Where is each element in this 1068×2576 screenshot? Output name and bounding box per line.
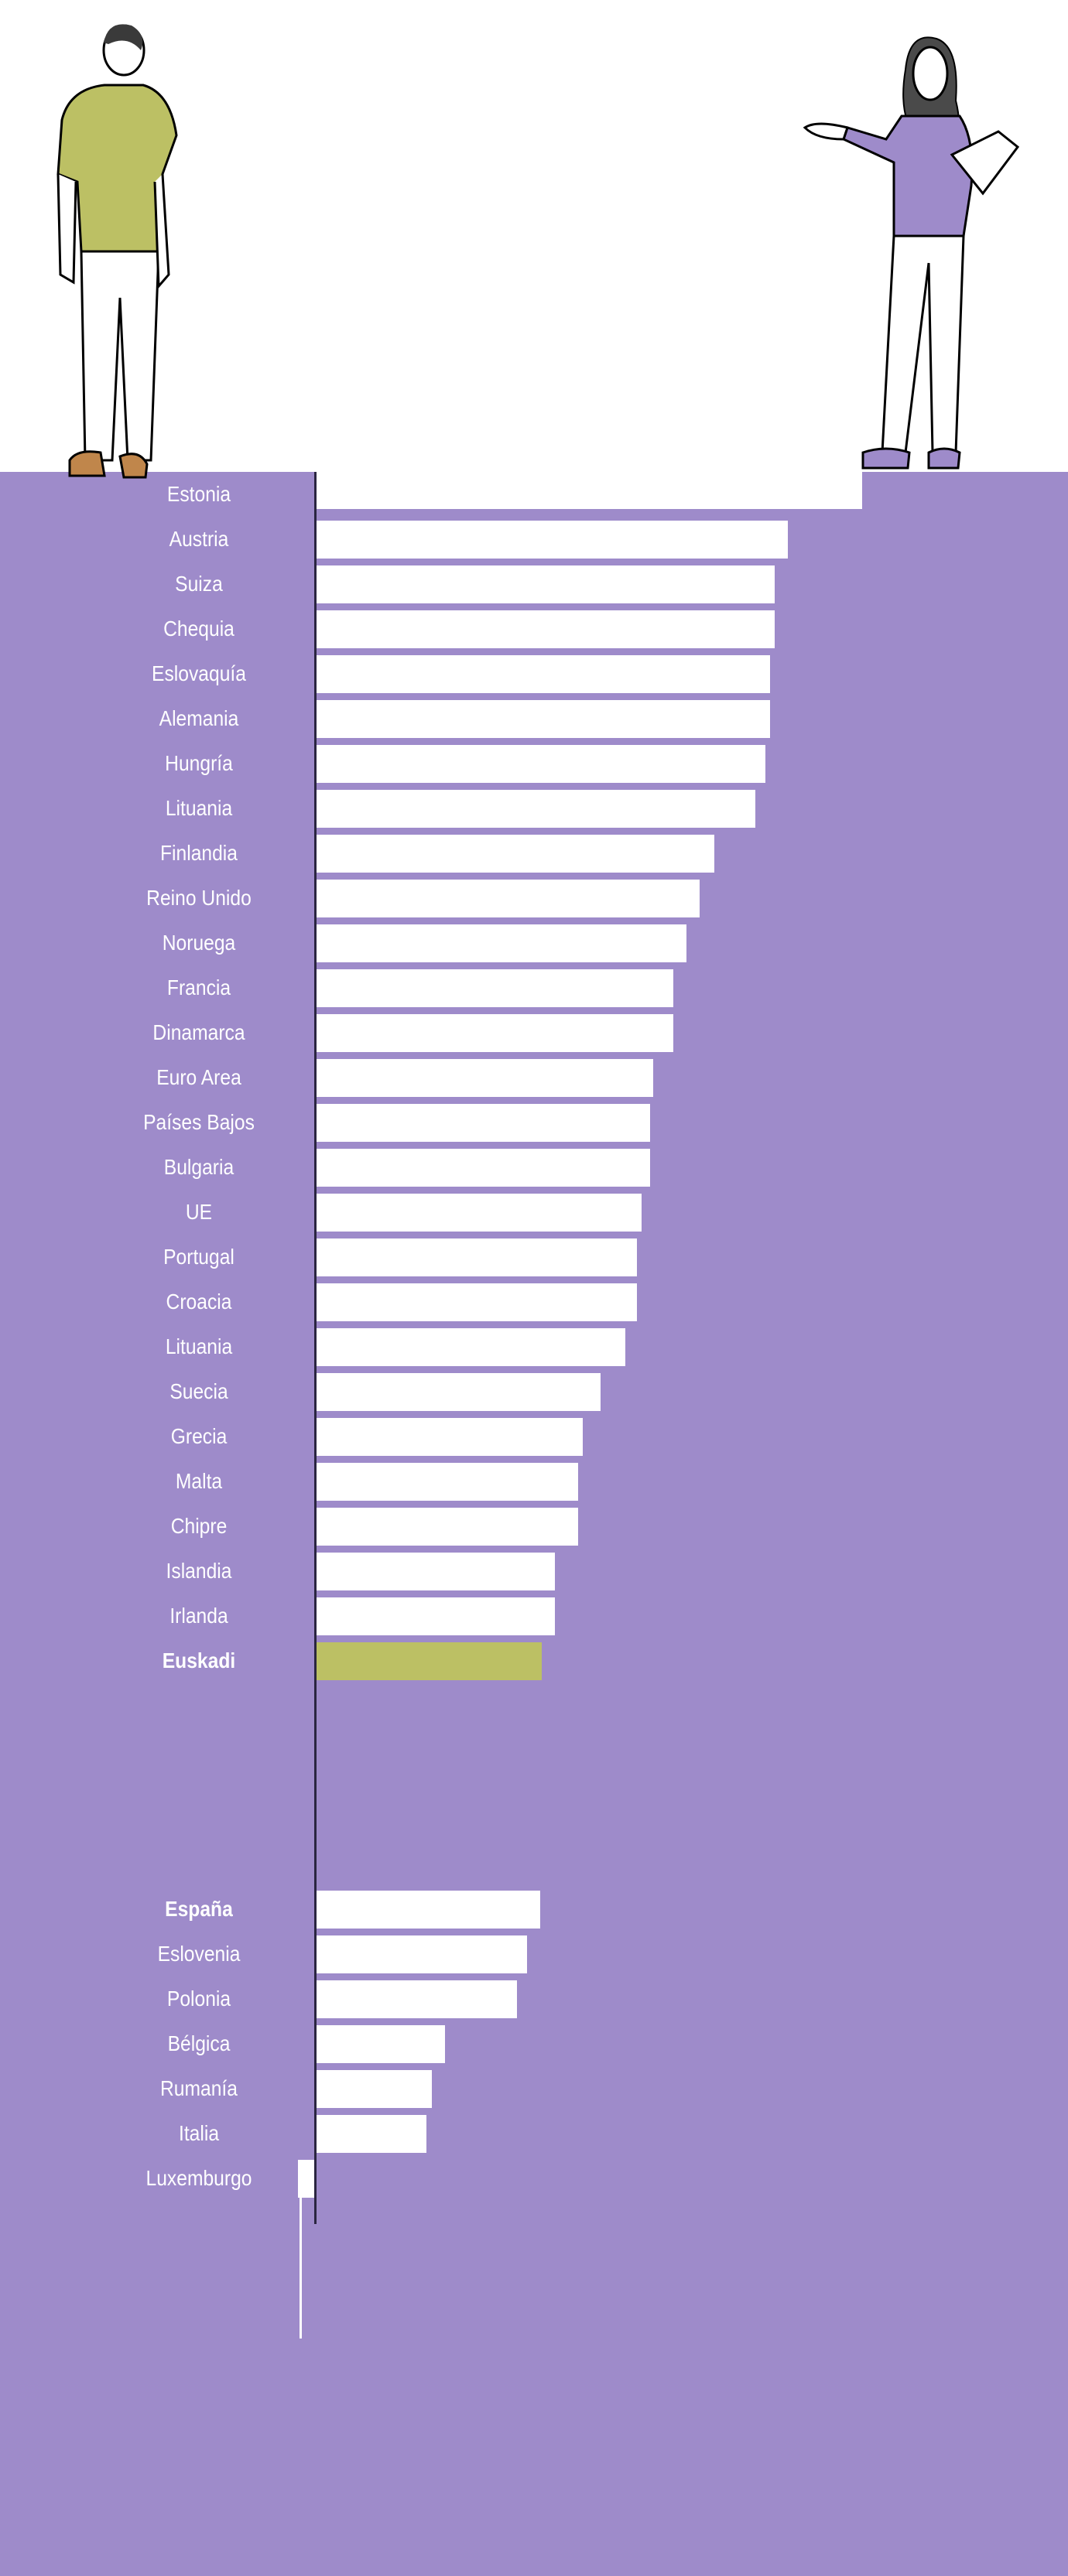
bar-suecia [317, 1373, 601, 1411]
bar-dinamarca [317, 1014, 673, 1052]
bar-francia [317, 969, 673, 1007]
zero-axis-line [314, 472, 317, 2224]
category-label-islandia: Islandia [166, 1559, 232, 1583]
category-label-noruega: Noruega [162, 931, 236, 955]
category-label-reino-unido: Reino Unido [146, 886, 252, 910]
category-label-euskadi: Euskadi [162, 1648, 236, 1672]
category-label-grecia: Grecia [170, 1424, 228, 1448]
category-label-euro-area: Euro Area [156, 1065, 241, 1089]
bar-estonia [317, 472, 862, 509]
bar-islandia [317, 1553, 555, 1590]
category-label-chipre: Chipre [170, 1514, 228, 1538]
category-label-ue: UE [185, 1200, 213, 1224]
bar-eslovenia [317, 1935, 527, 1973]
bar-reino-unido [317, 880, 700, 917]
bar-finlandia [317, 835, 714, 873]
category-label-chequia: Chequia [163, 617, 234, 641]
bar-malta [317, 1463, 578, 1501]
category-label-espana: España [165, 1897, 233, 1921]
bar-chequia [317, 610, 775, 648]
category-label-rumania: Rumanía [160, 2076, 238, 2100]
category-label-suecia: Suecia [169, 1379, 228, 1403]
bar-paises-bajos [317, 1104, 650, 1142]
category-label-eslovaquia: Eslovaquía [152, 661, 246, 685]
bar-suiza [317, 565, 775, 603]
category-label-paises-bajos: Países Bajos [143, 1110, 255, 1134]
category-label-lituania: Lituania [165, 1334, 233, 1358]
category-label-dinamarca: Dinamarca [152, 1020, 245, 1044]
bar-portugal [317, 1238, 637, 1276]
bar-rumania [317, 2070, 432, 2108]
category-label-polonia: Polonia [166, 1987, 231, 2011]
woman-illustration [803, 36, 1020, 470]
category-label-francia: Francia [166, 975, 231, 999]
bar-espana [317, 1891, 540, 1929]
category-label-italia: Italia [178, 2121, 220, 2145]
category-label-austria: Austria [169, 527, 229, 551]
category-label-suiza: Suiza [175, 572, 223, 596]
category-label-portugal: Portugal [163, 1245, 234, 1269]
bar-croacia [317, 1283, 637, 1321]
bar-euro-area [317, 1059, 654, 1097]
category-label-luxemburgo: Luxemburgo [145, 2166, 252, 2190]
category-label-alemania: Alemania [159, 706, 239, 730]
bar-bulgaria [317, 1149, 650, 1187]
bar-eslovaquia [317, 655, 770, 693]
bar-hungria [317, 745, 765, 783]
bar-lituania [317, 790, 755, 828]
bar-lituania [317, 1328, 626, 1366]
bar-alemania [317, 700, 770, 738]
category-label-estonia: Estonia [166, 482, 231, 506]
category-label-finlandia: Finlandia [159, 841, 238, 865]
bar-italia [317, 2115, 427, 2153]
category-label-bulgaria: Bulgaria [163, 1155, 234, 1179]
man-illustration [56, 24, 178, 479]
bar-belgica [317, 2025, 445, 2063]
category-label-malta: Malta [175, 1469, 223, 1493]
bar-noruega [317, 924, 686, 962]
category-label-hungria: Hungría [165, 751, 233, 775]
category-label-eslovenia: Eslovenia [157, 1942, 241, 1966]
category-label-lituania: Lituania [165, 796, 233, 820]
bar-luxemburgo [297, 2160, 316, 2198]
category-label-irlanda: Irlanda [169, 1604, 228, 1628]
luxemburgo-marker-line [300, 2198, 302, 2339]
bar-polonia [317, 1980, 517, 2018]
bar-euskadi [317, 1642, 542, 1680]
category-label-croacia: Croacia [166, 1290, 232, 1314]
bar-grecia [317, 1418, 583, 1456]
category-label-belgica: Bélgica [167, 2031, 231, 2055]
bar-irlanda [317, 1597, 555, 1635]
bar-ue [317, 1194, 642, 1232]
bar-austria [317, 521, 789, 559]
bar-chipre [317, 1508, 578, 1546]
